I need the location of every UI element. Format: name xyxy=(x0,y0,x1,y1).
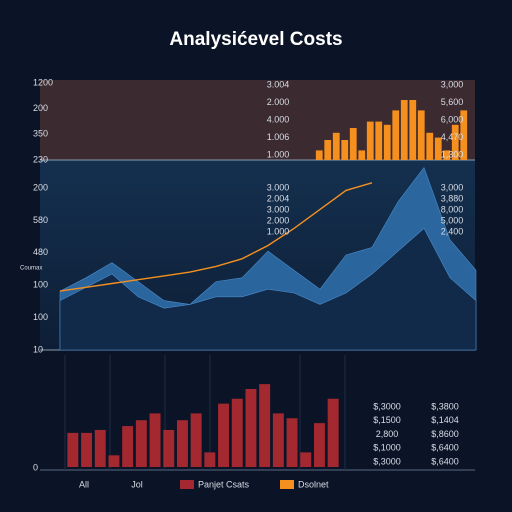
right-label: 2,400 xyxy=(441,226,464,236)
bar xyxy=(358,150,366,160)
right-label: $,6400 xyxy=(431,443,459,453)
right-label: 3,880 xyxy=(441,193,464,203)
bar xyxy=(341,140,349,160)
right-label: 8,000 xyxy=(441,204,464,214)
mid-label: 4.000 xyxy=(267,114,290,124)
bar xyxy=(332,132,340,160)
x-label: Jol xyxy=(131,479,143,489)
bar xyxy=(451,124,459,160)
mid-label: 2.004 xyxy=(267,193,290,203)
bar xyxy=(313,423,325,467)
bar xyxy=(315,150,323,160)
right-label: 1,300 xyxy=(441,149,464,159)
bar xyxy=(81,432,93,467)
right-label: 3,000 xyxy=(441,79,464,89)
legend-swatch xyxy=(280,480,294,489)
x-label: All xyxy=(79,479,89,489)
mid-label: 1.000 xyxy=(267,149,290,159)
legend-swatch xyxy=(180,480,194,489)
y-label: 200 xyxy=(33,182,48,192)
mid-label: 3.004 xyxy=(267,79,290,89)
right-label: 4,470 xyxy=(441,132,464,142)
mid-label: 2.000 xyxy=(267,215,290,225)
y-label: 0 xyxy=(33,462,38,472)
bar xyxy=(272,413,284,467)
chart-title: Analysićevel Costs xyxy=(169,29,342,50)
bar xyxy=(94,429,106,467)
y-label: 480 xyxy=(33,247,48,257)
bar xyxy=(176,420,188,467)
y-label: 200 xyxy=(33,103,48,113)
bar xyxy=(460,110,468,160)
bar xyxy=(286,418,298,467)
y-label: 580 xyxy=(33,215,48,225)
bar xyxy=(163,429,175,467)
mid-label: 2.000 xyxy=(267,97,290,107)
bar xyxy=(400,100,408,160)
mid-label: 1.006 xyxy=(267,132,290,142)
right-label: 5,000 xyxy=(441,215,464,225)
bar xyxy=(231,398,243,467)
bar xyxy=(392,110,400,160)
right-label: $,8600 xyxy=(431,429,459,439)
bar xyxy=(409,100,417,160)
bar xyxy=(108,455,120,467)
mid-label: $,1000 xyxy=(373,443,401,453)
bar xyxy=(434,137,442,160)
right-label: $,6400 xyxy=(431,456,459,466)
bar xyxy=(383,124,391,160)
mid-label: $,3000 xyxy=(373,401,401,411)
bar xyxy=(67,432,79,467)
bar xyxy=(375,121,383,160)
bar xyxy=(190,413,202,467)
mid-label: 3.000 xyxy=(267,182,290,192)
bar xyxy=(443,150,451,160)
bar xyxy=(204,452,216,467)
legend-label: Panjet Csats xyxy=(198,479,250,489)
mid-label: 3.000 xyxy=(267,204,290,214)
bar xyxy=(245,389,257,467)
y-label: 100 xyxy=(33,312,48,322)
right-label: 3,000 xyxy=(441,182,464,192)
bar xyxy=(149,413,161,467)
bar xyxy=(366,121,374,160)
bar xyxy=(259,384,271,467)
side-label: Coumax xyxy=(20,266,42,272)
bar xyxy=(135,420,147,467)
mid-label: 1.000 xyxy=(267,226,290,236)
mid-label: 2,800 xyxy=(376,429,399,439)
y-label: 100 xyxy=(33,280,48,290)
area xyxy=(59,227,477,351)
bar xyxy=(324,140,332,160)
mid-label: $,1500 xyxy=(373,415,401,425)
y-label: 350 xyxy=(33,129,48,139)
bar xyxy=(300,452,312,467)
right-label: 6,000 xyxy=(441,114,464,124)
right-label: $,3800 xyxy=(431,401,459,411)
right-label: 5,600 xyxy=(441,97,464,107)
y-label: 1200 xyxy=(33,77,53,87)
bar xyxy=(327,398,339,467)
bar xyxy=(349,128,357,160)
legend-label: Dsolnet xyxy=(298,479,329,489)
mid-label: $,3000 xyxy=(373,456,401,466)
y-label: 230 xyxy=(33,154,48,164)
bar xyxy=(218,403,230,467)
bar xyxy=(122,426,134,467)
bar xyxy=(417,110,425,160)
right-label: $,1404 xyxy=(431,415,459,425)
y-label: 10 xyxy=(33,344,43,354)
line xyxy=(59,182,373,292)
bar xyxy=(426,132,434,160)
